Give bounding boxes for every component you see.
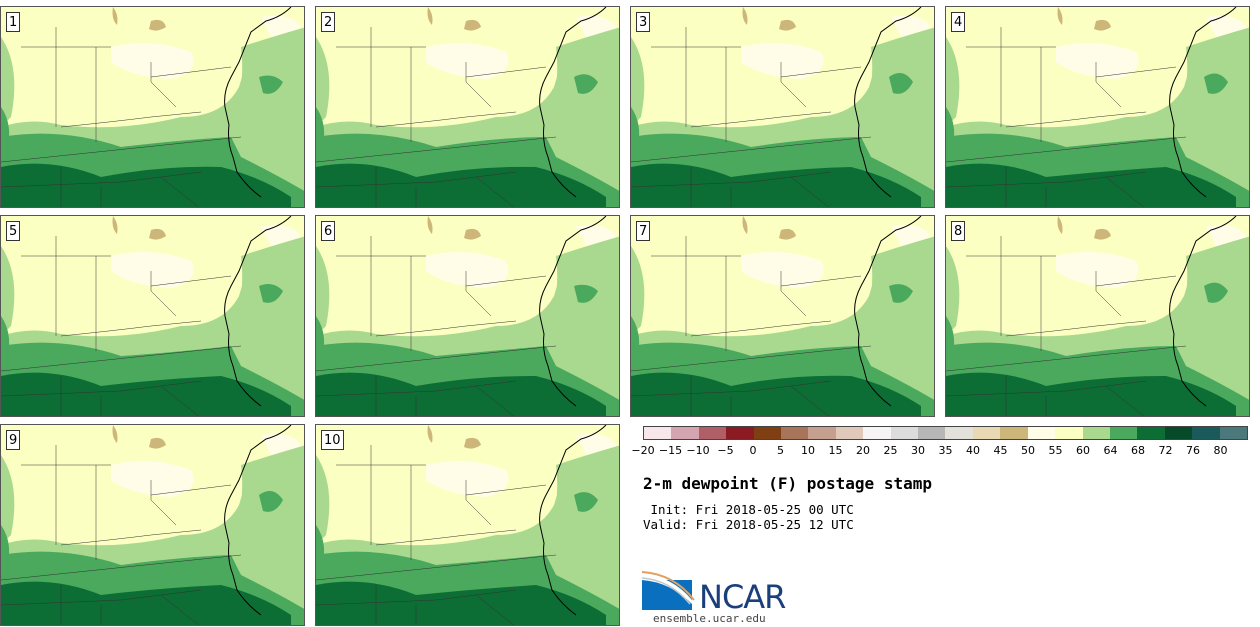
colorbar-swatch (1164, 427, 1193, 439)
colorbar-tick-label: 5 (777, 444, 784, 457)
colorbar-swatch (945, 427, 973, 439)
colorbar-tick-label: 20 (856, 444, 870, 457)
colorbar-tick-label: 72 (1158, 444, 1173, 457)
colorbar-tick-label: 30 (911, 444, 925, 457)
colorbar-tick-label: 76 (1186, 444, 1200, 457)
colorbar-tick-label: 60 (1076, 444, 1090, 457)
colorbar-tick-label: −5 (717, 444, 734, 457)
dewpoint-map-icon (316, 7, 619, 207)
member-panel-8: 8 (945, 215, 1250, 417)
member-number-label: 1 (6, 12, 21, 32)
member-panel-6: 6 (315, 215, 620, 417)
colorbar-swatch (753, 427, 782, 439)
member-number-label: 7 (636, 221, 651, 241)
colorbar-tick-label: 50 (1021, 444, 1035, 457)
colorbar-tick-label: 80 (1213, 444, 1228, 457)
colorbar-swatch (1027, 427, 1056, 439)
member-number-label: 4 (951, 12, 966, 32)
colorbar-tick-label: −20 (631, 444, 655, 457)
colorbar-swatch (781, 427, 809, 439)
colorbar-tick-label: 10 (801, 444, 815, 457)
dewpoint-map-icon (316, 425, 619, 625)
chart-title: 2-m dewpoint (F) postage stamp (643, 474, 932, 493)
colorbar-swatch (1082, 427, 1110, 439)
dewpoint-map-icon (946, 7, 1249, 207)
member-number-label: 9 (6, 430, 21, 450)
colorbar-tick-label: −10 (686, 444, 710, 457)
colorbar-swatch (1219, 427, 1247, 439)
member-number-label: 6 (321, 221, 336, 241)
dewpoint-map-icon (1, 7, 304, 207)
dewpoint-map-icon (946, 216, 1249, 416)
member-panel-1: 1 (0, 6, 305, 208)
dewpoint-map-icon (631, 216, 934, 416)
colorbar-tick-label: 40 (966, 444, 980, 457)
member-number-label: 2 (321, 12, 336, 32)
colorbar-tick-label: −15 (658, 444, 683, 457)
init-time: Init: Fri 2018-05-25 00 UTC (643, 502, 854, 517)
dewpoint-map-icon (631, 7, 934, 207)
colorbar-swatch (698, 427, 727, 439)
colorbar-swatch (671, 427, 699, 439)
dewpoint-map-icon (1, 425, 304, 625)
colorbar-tick-label: 0 (749, 444, 757, 457)
colorbar-swatch (972, 427, 1001, 439)
member-panel-10: 10 (315, 424, 620, 626)
colorbar-tick-label: 55 (1048, 444, 1063, 457)
colorbar-tick-label: 68 (1131, 444, 1145, 457)
colorbar-swatch (890, 427, 919, 439)
colorbar (643, 426, 1248, 440)
member-number-label: 5 (6, 221, 21, 241)
colorbar-swatch (1192, 427, 1220, 439)
colorbar-tick-label: 45 (993, 444, 1008, 457)
valid-time: Valid: Fri 2018-05-25 12 UTC (643, 517, 854, 532)
dewpoint-map-icon (1, 216, 304, 416)
colorbar-swatch (808, 427, 836, 439)
ncar-logo-icon (642, 571, 695, 610)
ncar-logo-text: NCAR (699, 578, 786, 616)
colorbar-ticks: −20 −15 −10 −5 0 5 10 15 20 25 30 35 40 45 50 55 60 64 68 7… (631, 444, 1248, 460)
colorbar-swatch (835, 427, 864, 439)
colorbar-swatch (1109, 427, 1138, 439)
member-number-label: 8 (951, 221, 966, 241)
colorbar-swatch (863, 427, 891, 439)
colorbar-tick-label: 35 (938, 444, 953, 457)
colorbar-tick-label: 25 (883, 444, 898, 457)
site-url: ensemble.ucar.edu (653, 612, 766, 625)
colorbar-tick-label: 64 (1103, 444, 1118, 457)
member-panel-5: 5 (0, 215, 305, 417)
colorbar-swatch (918, 427, 946, 439)
member-panel-4: 4 (945, 6, 1250, 208)
colorbar-swatch (1000, 427, 1028, 439)
colorbar-swatch (644, 427, 672, 439)
member-panel-3: 3 (630, 6, 935, 208)
member-panel-2: 2 (315, 6, 620, 208)
dewpoint-map-icon (316, 216, 619, 416)
member-number-label: 10 (321, 430, 344, 450)
colorbar-swatch (1055, 427, 1083, 439)
colorbar-swatch (726, 427, 754, 439)
colorbar-tick-label: 15 (828, 444, 843, 457)
member-panel-7: 7 (630, 215, 935, 417)
colorbar-swatch (1137, 427, 1165, 439)
member-panel-9: 9 (0, 424, 305, 626)
member-number-label: 3 (636, 12, 651, 32)
